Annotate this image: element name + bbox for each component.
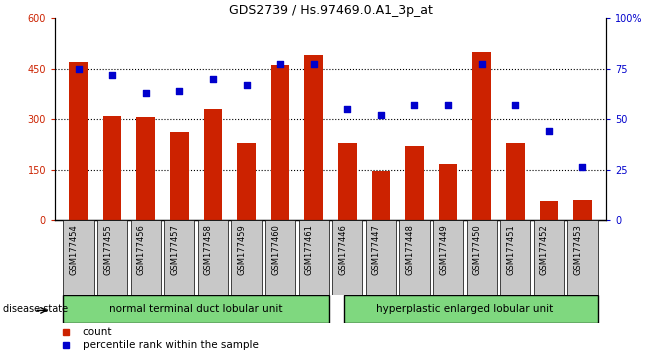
Bar (406, 146, 424, 220)
Point (443, 102, 453, 108)
Bar (439, 165, 458, 220)
Text: GSM177450: GSM177450 (473, 224, 482, 275)
Point (174, 88, 184, 93)
Bar (500, 220, 531, 295)
Text: normal terminal duct lobular unit: normal terminal duct lobular unit (109, 304, 283, 314)
Text: GSM177446: GSM177446 (339, 224, 347, 275)
Text: GSM177452: GSM177452 (540, 224, 549, 275)
Point (577, 165, 588, 170)
Bar (372, 171, 390, 220)
Point (208, 76, 218, 81)
Text: GSM177448: GSM177448 (406, 224, 415, 275)
Bar (265, 220, 295, 295)
Bar (534, 220, 564, 295)
Bar (198, 220, 228, 295)
Point (477, 62, 487, 67)
Text: GSM177454: GSM177454 (70, 224, 79, 275)
Bar (204, 109, 222, 220)
Text: percentile rank within the sample: percentile rank within the sample (83, 340, 258, 350)
Bar (97, 220, 127, 295)
Bar (467, 220, 497, 295)
Text: GSM177455: GSM177455 (103, 224, 112, 275)
Point (342, 106, 352, 112)
Point (275, 62, 285, 67)
Bar (473, 52, 491, 220)
Bar (69, 62, 88, 220)
Point (510, 102, 521, 108)
Text: GSM177459: GSM177459 (238, 224, 247, 275)
Text: GSM177457: GSM177457 (171, 224, 179, 275)
Bar (399, 220, 430, 295)
Point (544, 128, 554, 134)
Text: count: count (83, 327, 112, 337)
Bar (271, 65, 289, 220)
Bar (164, 220, 195, 295)
Bar (170, 132, 189, 220)
Title: GDS2739 / Hs.97469.0.A1_3p_at: GDS2739 / Hs.97469.0.A1_3p_at (229, 4, 432, 17)
Text: GSM177460: GSM177460 (271, 224, 280, 275)
Bar (433, 220, 464, 295)
Point (141, 90, 151, 96)
Bar (103, 116, 121, 220)
Text: GSM177461: GSM177461 (305, 224, 314, 275)
Point (74, 66, 84, 72)
Bar (332, 220, 363, 295)
Text: GSM177451: GSM177451 (506, 224, 516, 275)
Text: GSM177449: GSM177449 (439, 224, 448, 275)
Bar (231, 220, 262, 295)
Bar (63, 220, 94, 295)
Bar (506, 143, 525, 220)
Text: GSM177458: GSM177458 (204, 224, 213, 275)
Bar (299, 220, 329, 295)
Bar (540, 201, 558, 220)
Bar (366, 220, 396, 295)
Point (376, 112, 386, 118)
Text: GSM177456: GSM177456 (137, 224, 146, 275)
Bar (574, 200, 592, 220)
Point (242, 82, 252, 87)
Bar (568, 220, 598, 295)
Bar (237, 143, 256, 220)
Bar (344, 295, 598, 323)
Bar (63, 295, 329, 323)
Bar (131, 220, 161, 295)
Bar (338, 143, 357, 220)
Text: disease state: disease state (3, 304, 68, 314)
Point (409, 102, 420, 108)
Point (309, 62, 319, 67)
Bar (137, 117, 155, 220)
Text: hyperplastic enlarged lobular unit: hyperplastic enlarged lobular unit (376, 304, 553, 314)
Text: GSM177453: GSM177453 (574, 224, 583, 275)
Text: GSM177447: GSM177447 (372, 224, 381, 275)
Point (107, 72, 117, 78)
Bar (305, 55, 323, 220)
